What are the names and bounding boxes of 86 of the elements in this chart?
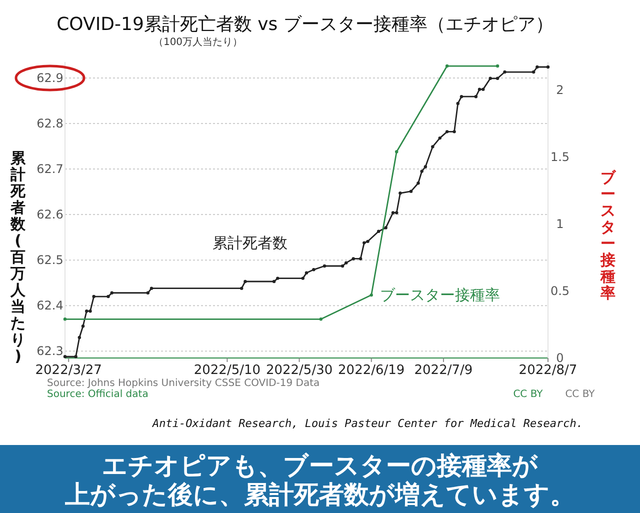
x-tick-label: 2022/5/10 xyxy=(194,363,261,378)
x-tick-label: 2022/7/9 xyxy=(414,363,473,378)
text: CC BY xyxy=(565,389,596,400)
point xyxy=(536,65,539,69)
point xyxy=(366,240,370,244)
y-tick-label: 62.9 xyxy=(36,70,64,85)
point xyxy=(409,190,413,193)
point xyxy=(532,70,536,74)
axis-title: ブースター接種率 xyxy=(600,168,616,302)
y-tick-label: 62.8 xyxy=(36,116,64,130)
point xyxy=(384,226,388,230)
text: CC BY xyxy=(513,389,544,400)
point xyxy=(395,211,398,214)
chart-subtitle: （100万人当たり） xyxy=(153,36,243,48)
point xyxy=(304,271,308,274)
point xyxy=(352,257,355,260)
point xyxy=(340,264,344,268)
point xyxy=(431,145,434,148)
point xyxy=(438,136,442,140)
y2-tick-label: 2 xyxy=(556,83,564,98)
point xyxy=(358,257,362,260)
point xyxy=(452,130,456,134)
x-tick-label: 2022/3/27 xyxy=(35,363,102,378)
x-tick-label: 2022/5/30 xyxy=(266,363,333,378)
text: 上がった後に、累計死者数が増えています。 xyxy=(64,480,575,509)
point xyxy=(244,280,247,284)
point xyxy=(488,76,492,80)
point xyxy=(301,276,304,280)
text: エチオピアも、ブースターの接種率が xyxy=(102,451,538,480)
point xyxy=(445,64,449,68)
point xyxy=(344,261,348,264)
point xyxy=(398,192,402,195)
y-tick-label: 62.6 xyxy=(36,208,64,222)
y-tick-label: 62.3 xyxy=(36,344,64,358)
point xyxy=(150,286,154,290)
point xyxy=(482,88,485,91)
point xyxy=(276,276,280,280)
point xyxy=(312,268,316,272)
point xyxy=(474,95,478,98)
y2-tick-label: 1.5 xyxy=(550,150,570,164)
point xyxy=(460,95,464,98)
y2-tick-label: 0.5 xyxy=(550,284,570,298)
point xyxy=(362,241,366,244)
point xyxy=(395,150,398,154)
x-tick-label: 2022/6/19 xyxy=(338,363,405,378)
chart-title: COVID-19累計死亡者数 vs ブースター接種率（エチオピア） xyxy=(56,14,554,35)
y2-tick-label: 1 xyxy=(556,217,564,232)
x-tick-label: 2022/8/7 xyxy=(518,363,578,378)
point xyxy=(496,64,500,68)
point xyxy=(146,291,150,294)
y2-tick-label: 0 xyxy=(556,351,564,365)
point xyxy=(92,294,96,298)
point xyxy=(420,170,424,173)
series-label: ブースター接種率 xyxy=(380,286,500,304)
point xyxy=(74,355,78,358)
point xyxy=(503,70,506,74)
point xyxy=(416,182,420,185)
point xyxy=(240,286,244,290)
y-tick-label: 62.4 xyxy=(36,298,64,313)
y-tick-label: 62.5 xyxy=(36,253,64,268)
point xyxy=(81,324,85,328)
y-tick-label: 62.7 xyxy=(36,162,64,176)
point xyxy=(496,76,500,80)
point xyxy=(478,88,482,91)
point xyxy=(63,355,67,358)
point xyxy=(63,318,67,321)
point xyxy=(85,309,88,313)
point xyxy=(319,318,323,321)
series-label: 累計死者数 xyxy=(212,234,288,252)
source-note: Source: Johns Hopkins University CSSE COVID-19 Data xyxy=(47,378,320,389)
point xyxy=(424,165,428,168)
point xyxy=(370,293,373,297)
point xyxy=(272,280,276,284)
point xyxy=(456,102,460,106)
point xyxy=(88,309,92,313)
axis-title: 累計死者数(百万人当たり) xyxy=(10,149,26,365)
source-note: Source: Official data xyxy=(47,389,148,400)
point xyxy=(110,291,114,294)
point xyxy=(78,336,82,340)
point xyxy=(445,130,449,134)
point xyxy=(322,264,326,268)
point xyxy=(376,230,380,234)
point xyxy=(546,65,550,69)
text: Anti-Oxidant Research, Louis Pasteur Center for Medical Research. xyxy=(152,417,583,430)
point xyxy=(106,294,110,298)
point xyxy=(391,211,395,214)
